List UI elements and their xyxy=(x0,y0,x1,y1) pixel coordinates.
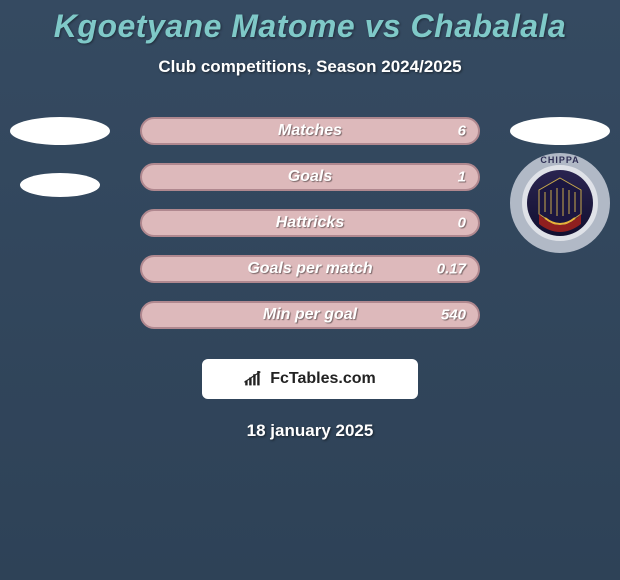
right-badges: CHIPPA xyxy=(510,117,610,253)
subtitle: Club competitions, Season 2024/2025 xyxy=(0,57,620,77)
stat-label: Min per goal xyxy=(263,306,357,324)
stat-row-gpm: Goals per match 0.17 xyxy=(140,255,480,283)
stat-rows: Matches 6 Goals 1 Hattricks 0 Goals per … xyxy=(140,117,480,329)
stat-label: Goals xyxy=(288,168,332,186)
stat-row-mpg: Min per goal 540 xyxy=(140,301,480,329)
stat-row-hattricks: Hattricks 0 xyxy=(140,209,480,237)
stat-value-right: 0 xyxy=(458,215,466,232)
stat-label: Goals per match xyxy=(247,260,372,278)
club-logo-text: CHIPPA xyxy=(510,155,610,165)
stat-value-right: 6 xyxy=(458,123,466,140)
stat-value-right: 0.17 xyxy=(437,261,466,278)
date-line: 18 january 2025 xyxy=(0,421,620,441)
stat-label: Hattricks xyxy=(276,214,344,232)
brand-box[interactable]: FcTables.com xyxy=(202,359,418,399)
stat-row-matches: Matches 6 xyxy=(140,117,480,145)
left-badge-2 xyxy=(20,173,100,197)
club-logo: CHIPPA xyxy=(510,153,610,253)
page-title: Kgoetyane Matome vs Chabalala xyxy=(0,8,620,45)
bar-chart-icon xyxy=(244,371,264,387)
card-content: Kgoetyane Matome vs Chabalala Club compe… xyxy=(0,0,620,580)
stat-value-right: 1 xyxy=(458,169,466,186)
right-badge-1 xyxy=(510,117,610,145)
stat-value-right: 540 xyxy=(441,307,466,324)
left-badges xyxy=(10,117,110,197)
stat-row-goals: Goals 1 xyxy=(140,163,480,191)
club-crest-icon xyxy=(527,170,593,236)
brand-text: FcTables.com xyxy=(270,370,376,388)
left-badge-1 xyxy=(10,117,110,145)
club-logo-inner xyxy=(527,170,593,236)
stats-area: CHIPPA xyxy=(0,117,620,329)
stat-label: Matches xyxy=(278,122,342,140)
